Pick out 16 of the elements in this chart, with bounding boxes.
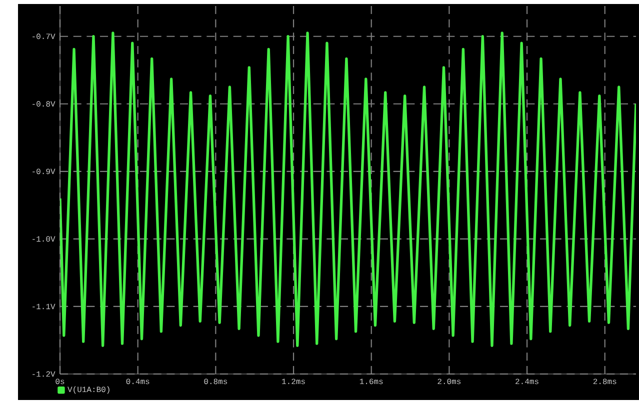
y-tick-label: -0.8V <box>32 101 56 107</box>
legend-label: V(U1A:B0) <box>68 386 110 394</box>
y-tick-label: -0.7V <box>32 34 56 40</box>
x-tick-label: 0.4ms <box>126 378 150 384</box>
x-tick-label: 1.6ms <box>360 378 383 384</box>
y-tick-label: -1.1V <box>32 304 56 310</box>
x-tick-label: 0.8ms <box>204 378 228 384</box>
x-tick-label: 2.4ms <box>516 378 538 384</box>
x-tick-label: 0s <box>56 378 64 384</box>
x-tick-label: 1.2ms <box>282 378 305 384</box>
y-tick-label: -0.9V <box>32 168 56 174</box>
x-tick-label: 2.0ms <box>438 378 461 384</box>
line-series <box>60 32 636 347</box>
y-tick-label: -1.2V <box>32 371 56 377</box>
y-tick-label: -1.0V <box>32 236 56 242</box>
x-tick-label: 2.8ms <box>593 378 616 384</box>
